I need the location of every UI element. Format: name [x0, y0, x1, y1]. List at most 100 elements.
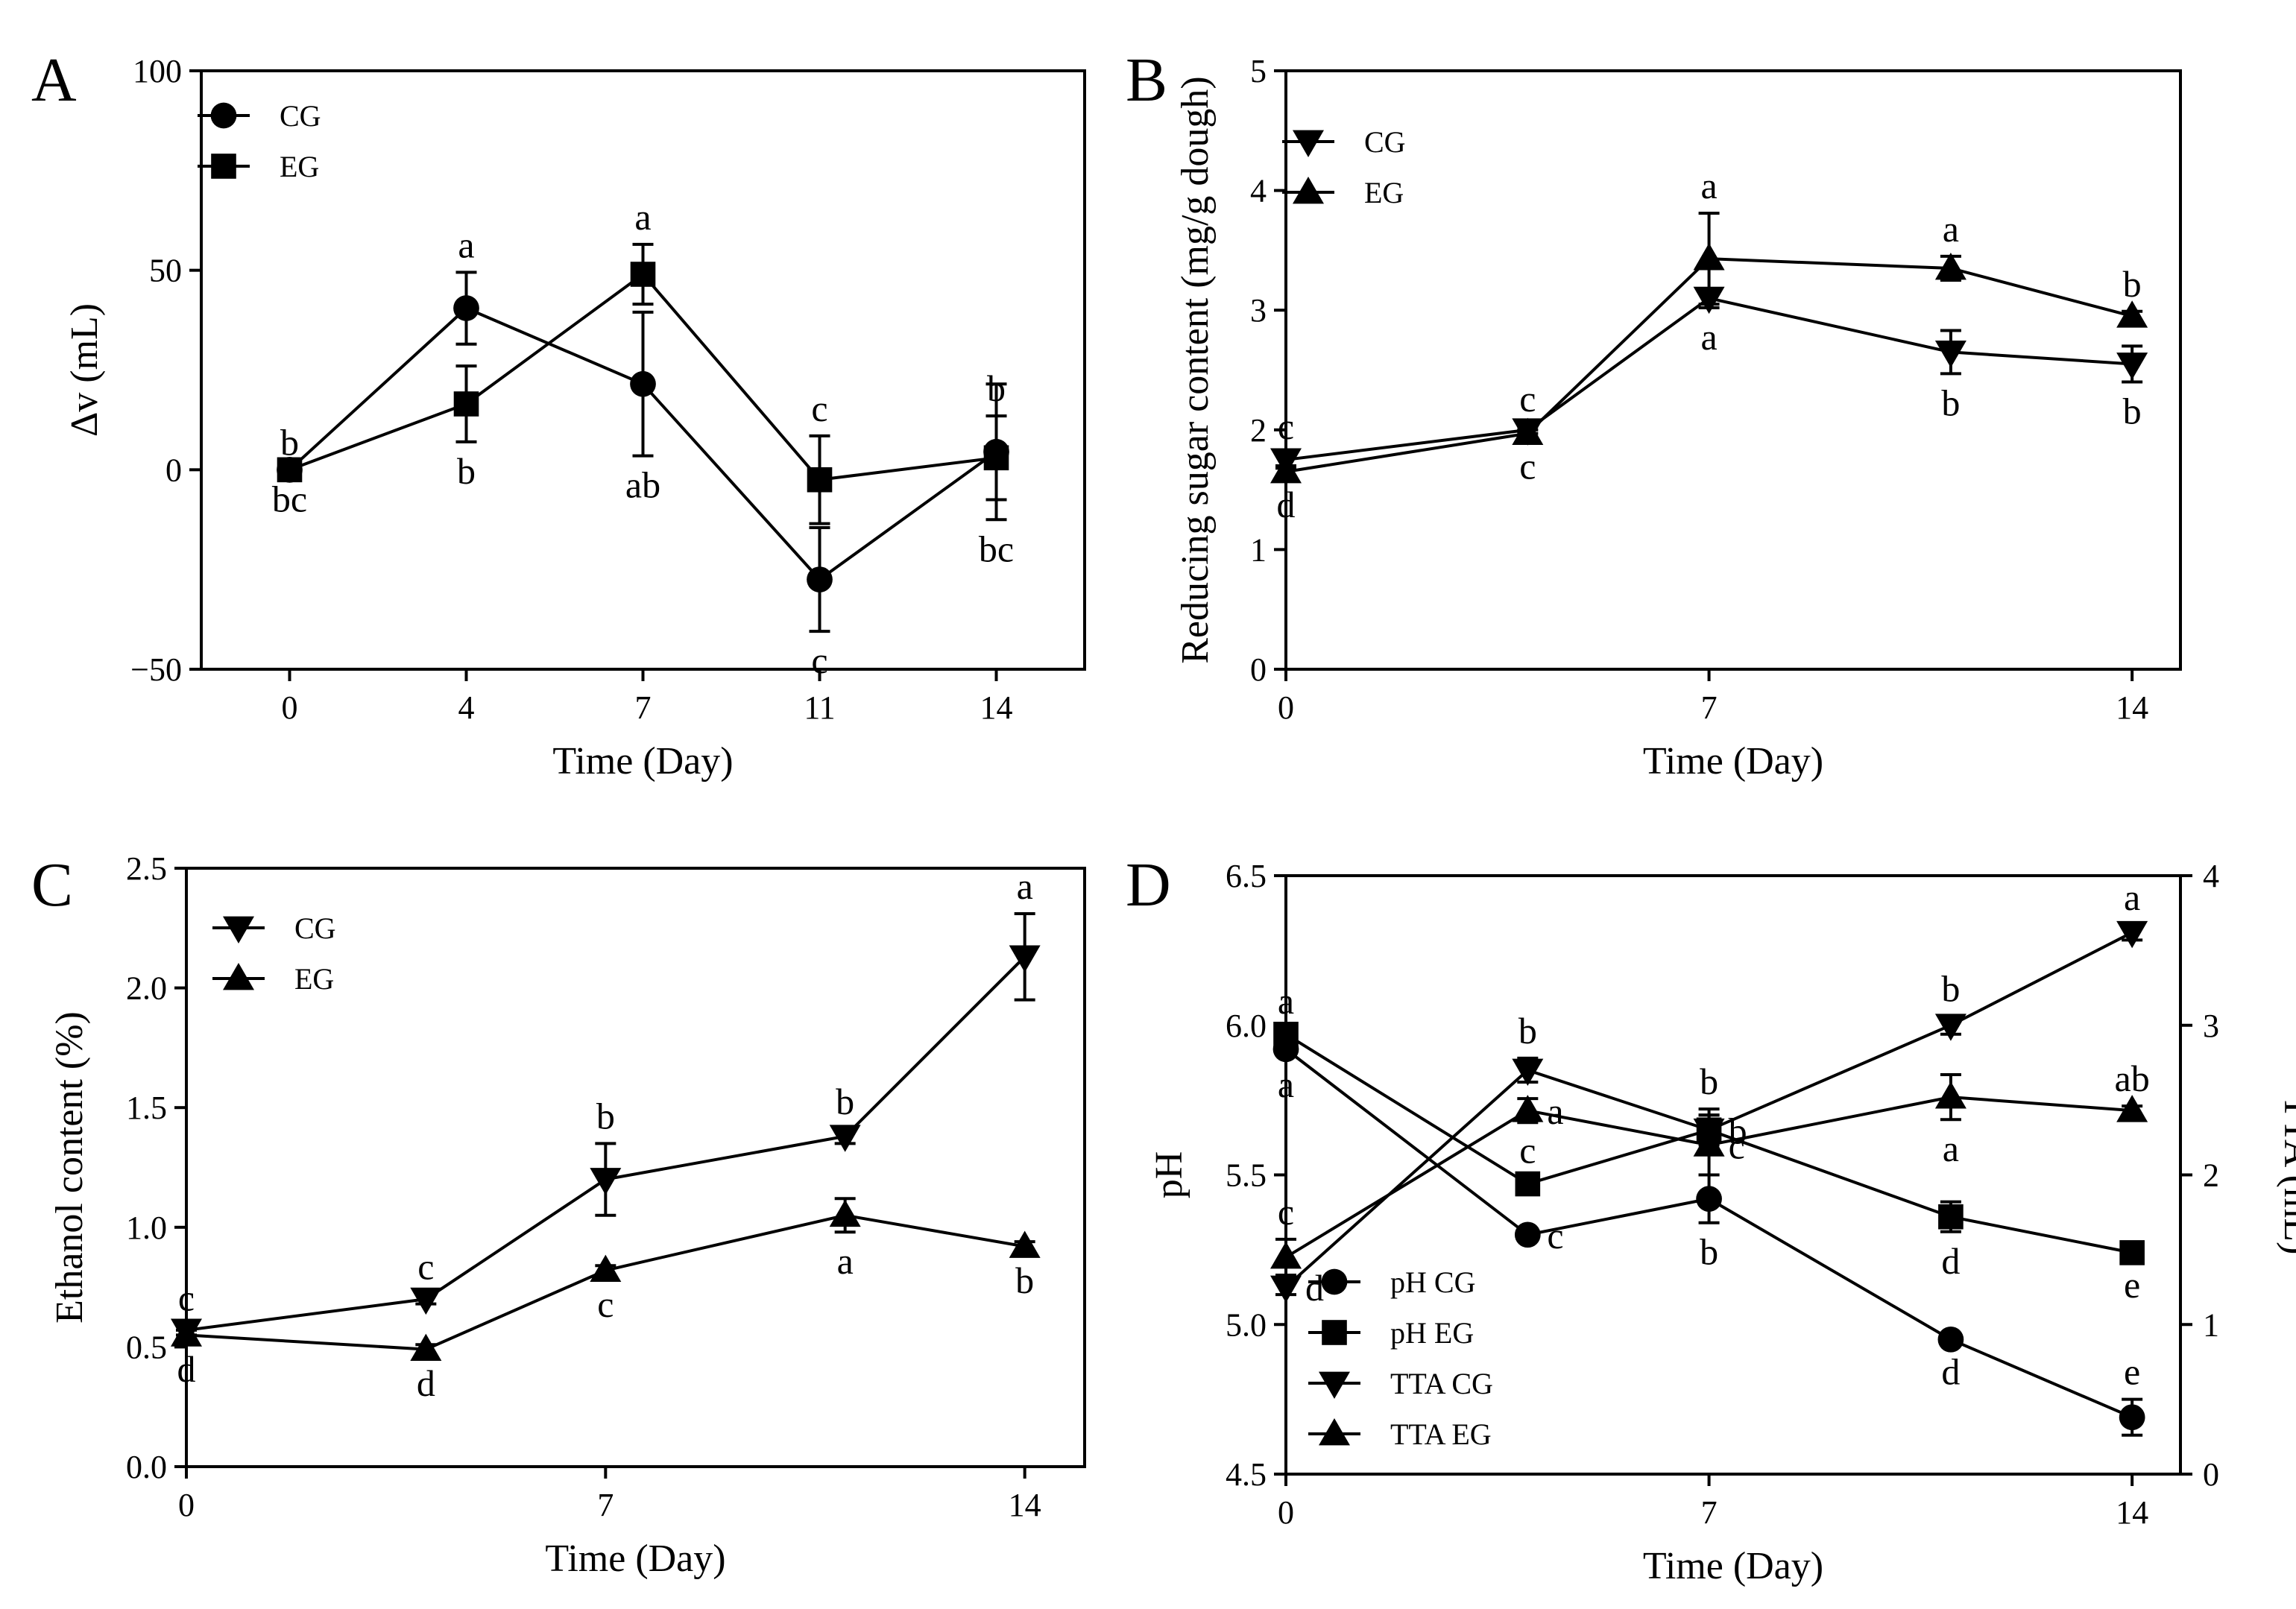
data-point — [829, 1125, 861, 1152]
legend-marker — [223, 963, 254, 990]
significance-label: a — [1943, 1128, 1959, 1169]
data-point — [1515, 1171, 1541, 1197]
y-tick-label: 5.0 — [1226, 1306, 1267, 1343]
data-point — [1273, 1021, 1299, 1047]
legend-marker — [223, 916, 254, 943]
data-point — [630, 262, 656, 287]
legend-label: pH EG — [1390, 1316, 1474, 1350]
significance-label: a — [1017, 865, 1033, 907]
series-ph-cg: ac bd e — [1272, 1036, 2145, 1437]
panel-B: B 0 7 14 0 1 2 3 4 5 Time (Day) Reducing sugar cont… — [1126, 45, 2182, 783]
series-eg: b b a c b — [277, 196, 1009, 525]
significance-label: a — [1700, 316, 1717, 358]
data-point — [590, 1168, 622, 1195]
data-point — [2119, 1240, 2145, 1265]
data-point — [410, 1333, 442, 1362]
significance-label: c — [417, 1246, 434, 1288]
significance-label: a — [1943, 208, 1959, 250]
significance-label: b — [1700, 1060, 1718, 1102]
significance-label: b — [457, 450, 476, 492]
data-point — [1512, 1095, 1544, 1122]
data-point — [410, 1287, 442, 1315]
y-tick-label: 6.0 — [1226, 1008, 1267, 1044]
x-tick-label: 0 — [1278, 1494, 1294, 1531]
series-line — [186, 1213, 1026, 1351]
y-tick-label: 1.0 — [126, 1210, 167, 1246]
data-point — [2116, 1095, 2148, 1122]
significance-label: c — [1519, 378, 1536, 420]
x-tick-label: 14 — [1009, 1487, 1041, 1523]
significance-label: e — [2124, 1264, 2140, 1306]
plot-frame — [185, 867, 1086, 1468]
y-tick-label: 0 — [165, 452, 182, 488]
y-tick-label: 50 — [149, 253, 182, 289]
significance-label: b — [836, 1081, 854, 1122]
data-point — [1934, 1014, 1967, 1041]
data-point — [1693, 243, 1725, 271]
significance-label: c — [178, 1277, 195, 1318]
y-axis-title: Δv (mL) — [63, 303, 106, 437]
significance-label: e — [2124, 1351, 2140, 1393]
series-eg: d dca b — [171, 1197, 1041, 1404]
data-point — [171, 1319, 202, 1347]
significance-label: d — [1941, 1240, 1960, 1282]
significance-label: b — [1518, 1010, 1537, 1052]
significance-label: c — [1547, 1215, 1563, 1256]
data-point — [829, 1199, 861, 1227]
y-tick-label: 5 — [1250, 53, 1267, 89]
legend-marker — [1321, 1268, 1348, 1295]
legend: CG EG — [1282, 125, 1406, 209]
data-point — [1512, 1058, 1544, 1086]
significance-label: d — [1941, 1350, 1960, 1392]
data-point — [2116, 920, 2148, 949]
data-point — [277, 457, 303, 483]
data-point — [1937, 1326, 1964, 1353]
significance-label: a — [634, 196, 651, 238]
x-tick-label: 0 — [178, 1487, 195, 1523]
significance-label: bc — [979, 528, 1014, 569]
significance-label: b — [987, 367, 1006, 409]
x-axis-title: Time (Day) — [545, 1537, 725, 1580]
legend-label: pH CG — [1390, 1265, 1475, 1299]
panel-letter: C — [31, 850, 73, 920]
y-tick-label: 2.0 — [126, 970, 167, 1007]
significance-label: b — [596, 1095, 615, 1137]
x-tick-label: 14 — [980, 689, 1013, 726]
data-point — [453, 295, 479, 321]
significance-label: a — [458, 224, 474, 265]
significance-label: b — [2123, 263, 2142, 305]
significance-label: c — [597, 1283, 614, 1325]
legend-label: EG — [1364, 176, 1404, 209]
y-tick-label: 2 — [1250, 412, 1267, 449]
x-tick-label: 7 — [1701, 689, 1718, 726]
legend-label: EG — [294, 962, 334, 996]
y-tick-label: 5.5 — [1226, 1157, 1267, 1194]
x-tick-label: 11 — [804, 689, 835, 726]
data-point — [1514, 1221, 1541, 1248]
data-point — [590, 1254, 622, 1283]
significance-label: b — [280, 421, 299, 463]
data-point — [453, 391, 479, 417]
y-right-tick-label: 0 — [2203, 1456, 2219, 1493]
significance-label: d — [1305, 1267, 1324, 1309]
significance-label: a — [2124, 876, 2140, 918]
x-tick-label: 14 — [2116, 1494, 2148, 1531]
data-point — [1009, 1230, 1041, 1258]
legend: pH CG pH EG TTA CG TTA EG — [1308, 1265, 1493, 1451]
series-tta-eg: c a c a a b — [1270, 1058, 2150, 1277]
significance-label: a — [1278, 1063, 1294, 1105]
significance-label: c — [1729, 1125, 1745, 1166]
legend-label: TTA EG — [1390, 1417, 1492, 1451]
plot-frame — [1284, 69, 2182, 671]
x-tick-label: 7 — [635, 689, 652, 726]
y-tick-label: 4 — [1250, 173, 1267, 209]
legend-marker — [1322, 1320, 1347, 1345]
significance-label: d — [177, 1348, 196, 1390]
y-right-axis-title: TTA (mL) — [2276, 1096, 2296, 1255]
significance-label: a — [1547, 1090, 1563, 1132]
data-point — [2119, 1404, 2145, 1431]
y-tick-label: 4.5 — [1226, 1456, 1267, 1493]
y-tick-label: 2.5 — [126, 850, 167, 887]
x-axis-title: Time (Day) — [552, 740, 733, 783]
